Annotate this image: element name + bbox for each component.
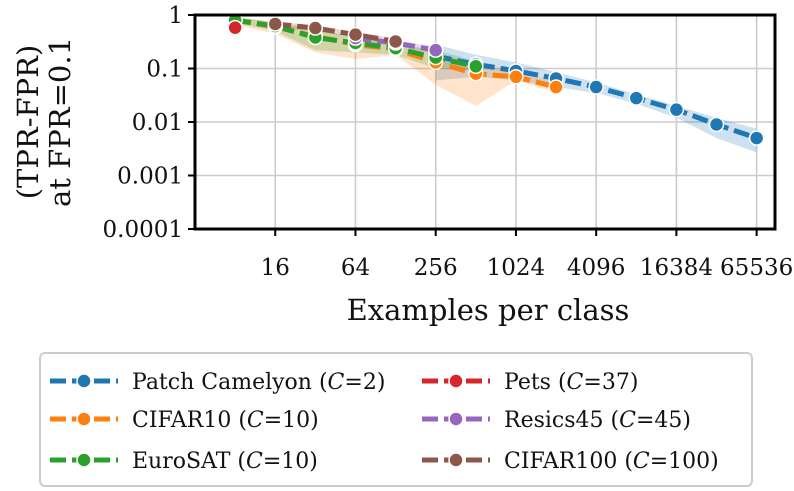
pets-point — [227, 19, 243, 36]
cifar10-point — [508, 69, 524, 85]
y-tick-label: 1 — [168, 3, 183, 29]
legend-marker — [448, 411, 464, 427]
legend-marker — [76, 411, 92, 427]
legend-label: CIFAR100 (C=100) — [504, 449, 719, 474]
x-tick-label: 16 — [261, 255, 290, 281]
y-axis-title-line-2: at FPR=0.1 — [43, 37, 77, 207]
legend-marker — [76, 452, 92, 468]
x-tick-label: 65536 — [720, 255, 793, 281]
legend: Patch Camelyon (C=2) CIFAR10 (C=10) EuroSA… — [39, 352, 753, 487]
legend-item-resics45: Resics45 (C=45) — [422, 408, 691, 433]
patch-camelyon-point — [708, 116, 725, 133]
legend-item-cifar10: CIFAR10 (C=10) — [50, 408, 319, 433]
x-tick-label: 1024 — [487, 255, 546, 281]
cifar100-line — [274, 21, 397, 44]
legend-marker — [76, 373, 92, 389]
y-tick-label: 0.001 — [117, 164, 183, 190]
y-tick-label: 0.1 — [146, 57, 183, 83]
cifar10-point — [548, 79, 564, 95]
x-tick-label: 256 — [414, 255, 458, 281]
legend-label: Patch Camelyon (C=2) — [132, 370, 385, 395]
x-tick-label: 16384 — [640, 255, 713, 281]
x-axis-title: Examples per class — [347, 293, 630, 327]
legend-marker — [448, 452, 464, 468]
patch-camelyon-point — [588, 79, 604, 95]
y-axis-title-line-1: (TPR-FPR) — [11, 45, 45, 200]
legend-label: EuroSAT (C=10) — [132, 449, 318, 474]
x-tick-label: 64 — [341, 255, 370, 281]
patch-camelyon-point — [668, 101, 685, 118]
legend-item-eurosat: EuroSAT (C=10) — [50, 449, 318, 474]
eurosat-point — [468, 58, 484, 75]
y-tick-label: 0.0001 — [103, 217, 183, 243]
legend-item-patch-camelyon: Patch Camelyon (C=2) — [50, 370, 385, 395]
x-tick-label: 4096 — [567, 255, 626, 281]
y-tick-label: 0.01 — [132, 110, 183, 136]
resics45-point — [427, 42, 444, 58]
legend-item-cifar100: CIFAR100 (C=100) — [422, 449, 719, 474]
cifar100-point — [387, 33, 404, 50]
legend-label: Resics45 (C=45) — [504, 408, 691, 433]
patch-camelyon-point — [628, 90, 645, 106]
series-points — [227, 12, 765, 146]
axis-ticks: 16 64 256 1024 4096 16384 65536 0.0001 0.001 0.01… — [103, 3, 794, 281]
legend-label: Pets (C=37) — [504, 370, 638, 395]
cifar100-point — [267, 16, 283, 32]
legend-frame — [39, 352, 753, 487]
legend-items: Patch Camelyon (C=2) CIFAR10 (C=10) EuroSA… — [50, 370, 719, 474]
resics45-line — [355, 35, 437, 53]
legend-marker — [448, 373, 464, 389]
legend-item-pets: Pets (C=37) — [422, 370, 638, 395]
cifar100-point — [347, 26, 364, 43]
legend-label: CIFAR10 (C=10) — [132, 408, 319, 433]
patch-camelyon-point — [748, 130, 765, 146]
cifar100-point — [307, 20, 324, 36]
